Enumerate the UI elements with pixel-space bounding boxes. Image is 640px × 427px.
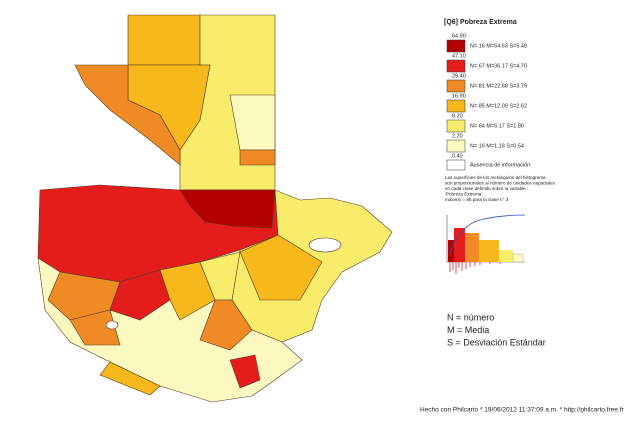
key-line: N = número: [447, 312, 494, 322]
region: [229, 354, 261, 389]
note-line: Las superficies de los rectángulos del h…: [445, 175, 546, 180]
note-line: máximo = 85 para la clase n° 3: [445, 197, 509, 202]
lake: [105, 320, 119, 330]
region: [127, 14, 201, 66]
legend-label: N= 16 M=1.18 S=0.54: [470, 143, 524, 149]
legend-swatch: [446, 59, 466, 73]
legend-swatch: [446, 79, 466, 93]
break-label: 2.20: [452, 133, 463, 139]
break-label: 47.10: [452, 53, 466, 59]
note-line: son proporcionales al número de unidades…: [445, 181, 556, 186]
region: [159, 261, 216, 321]
legend-swatch: [446, 39, 466, 53]
region: [69, 309, 121, 346]
region: [99, 361, 161, 396]
region: [239, 149, 276, 166]
legend-swatch: [446, 99, 466, 113]
region: [199, 299, 253, 351]
map: [37, 14, 393, 403]
key-line: S = Desviación Estándar: [447, 337, 546, 347]
note: Las superficies de los rectángulos del h…: [445, 175, 556, 202]
region: [239, 234, 323, 301]
legend-swatch: [446, 159, 466, 171]
break-label: 16.90: [452, 93, 466, 99]
region: [109, 269, 171, 321]
legend-label: N= 67 M=36.17 S=4.70: [470, 63, 527, 69]
legend-label: Ausencia de información: [470, 162, 530, 168]
break-label: 8.20: [452, 113, 463, 119]
note-line: en cada clase definida sobre la variable…: [445, 186, 528, 191]
break-label: 0.40: [452, 153, 463, 159]
legend-title: [Q6] Pobreza Extrema: [444, 19, 517, 26]
legend: 64.90 47.10 29.40 16.90 8.20 2.20 0.40 N= 16 M=…: [446, 33, 530, 171]
legend-swatch: [446, 119, 466, 133]
legend-label: N= 81 M=22.68 S=3.79: [470, 83, 527, 89]
legend-label: N= 85 M=12.09 S=2.62: [470, 103, 527, 109]
legend-label: N= 64 M=5.17 S=1.80: [470, 123, 524, 129]
histogram: [446, 214, 526, 274]
note-line: 'Pobreza Extrema': [445, 192, 482, 197]
footer: Hecho con Philcarto * 19/06/2012 11:37:0…: [420, 407, 625, 414]
legend-label: N= 16 M=54.63 S=5.48: [470, 43, 527, 49]
region: [74, 64, 181, 166]
key: N = número M = Media S = Desviación Estánd…: [447, 312, 546, 347]
break-label: 64.90: [452, 33, 466, 39]
lake: [308, 237, 342, 253]
key-line: M = Media: [447, 325, 489, 335]
break-label: 29.40: [452, 73, 466, 79]
legend-swatch: [446, 139, 466, 153]
